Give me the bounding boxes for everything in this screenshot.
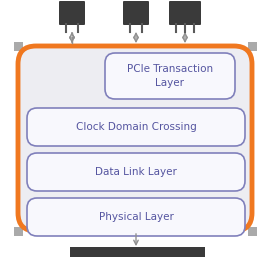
FancyBboxPatch shape: [27, 153, 245, 191]
Bar: [70, 247, 205, 257]
Text: Physical Layer: Physical Layer: [98, 212, 174, 222]
Text: PCIe Transaction
Layer: PCIe Transaction Layer: [127, 64, 213, 88]
FancyBboxPatch shape: [27, 108, 245, 146]
FancyBboxPatch shape: [105, 53, 235, 99]
Bar: [248, 227, 256, 235]
FancyBboxPatch shape: [169, 1, 201, 25]
Text: Clock Domain Crossing: Clock Domain Crossing: [76, 122, 196, 132]
Bar: [248, 41, 256, 51]
Bar: [14, 227, 23, 235]
FancyBboxPatch shape: [18, 46, 252, 231]
FancyBboxPatch shape: [59, 1, 85, 25]
FancyBboxPatch shape: [27, 198, 245, 236]
Text: Data Link Layer: Data Link Layer: [95, 167, 177, 177]
FancyBboxPatch shape: [123, 1, 149, 25]
Bar: [14, 41, 23, 51]
